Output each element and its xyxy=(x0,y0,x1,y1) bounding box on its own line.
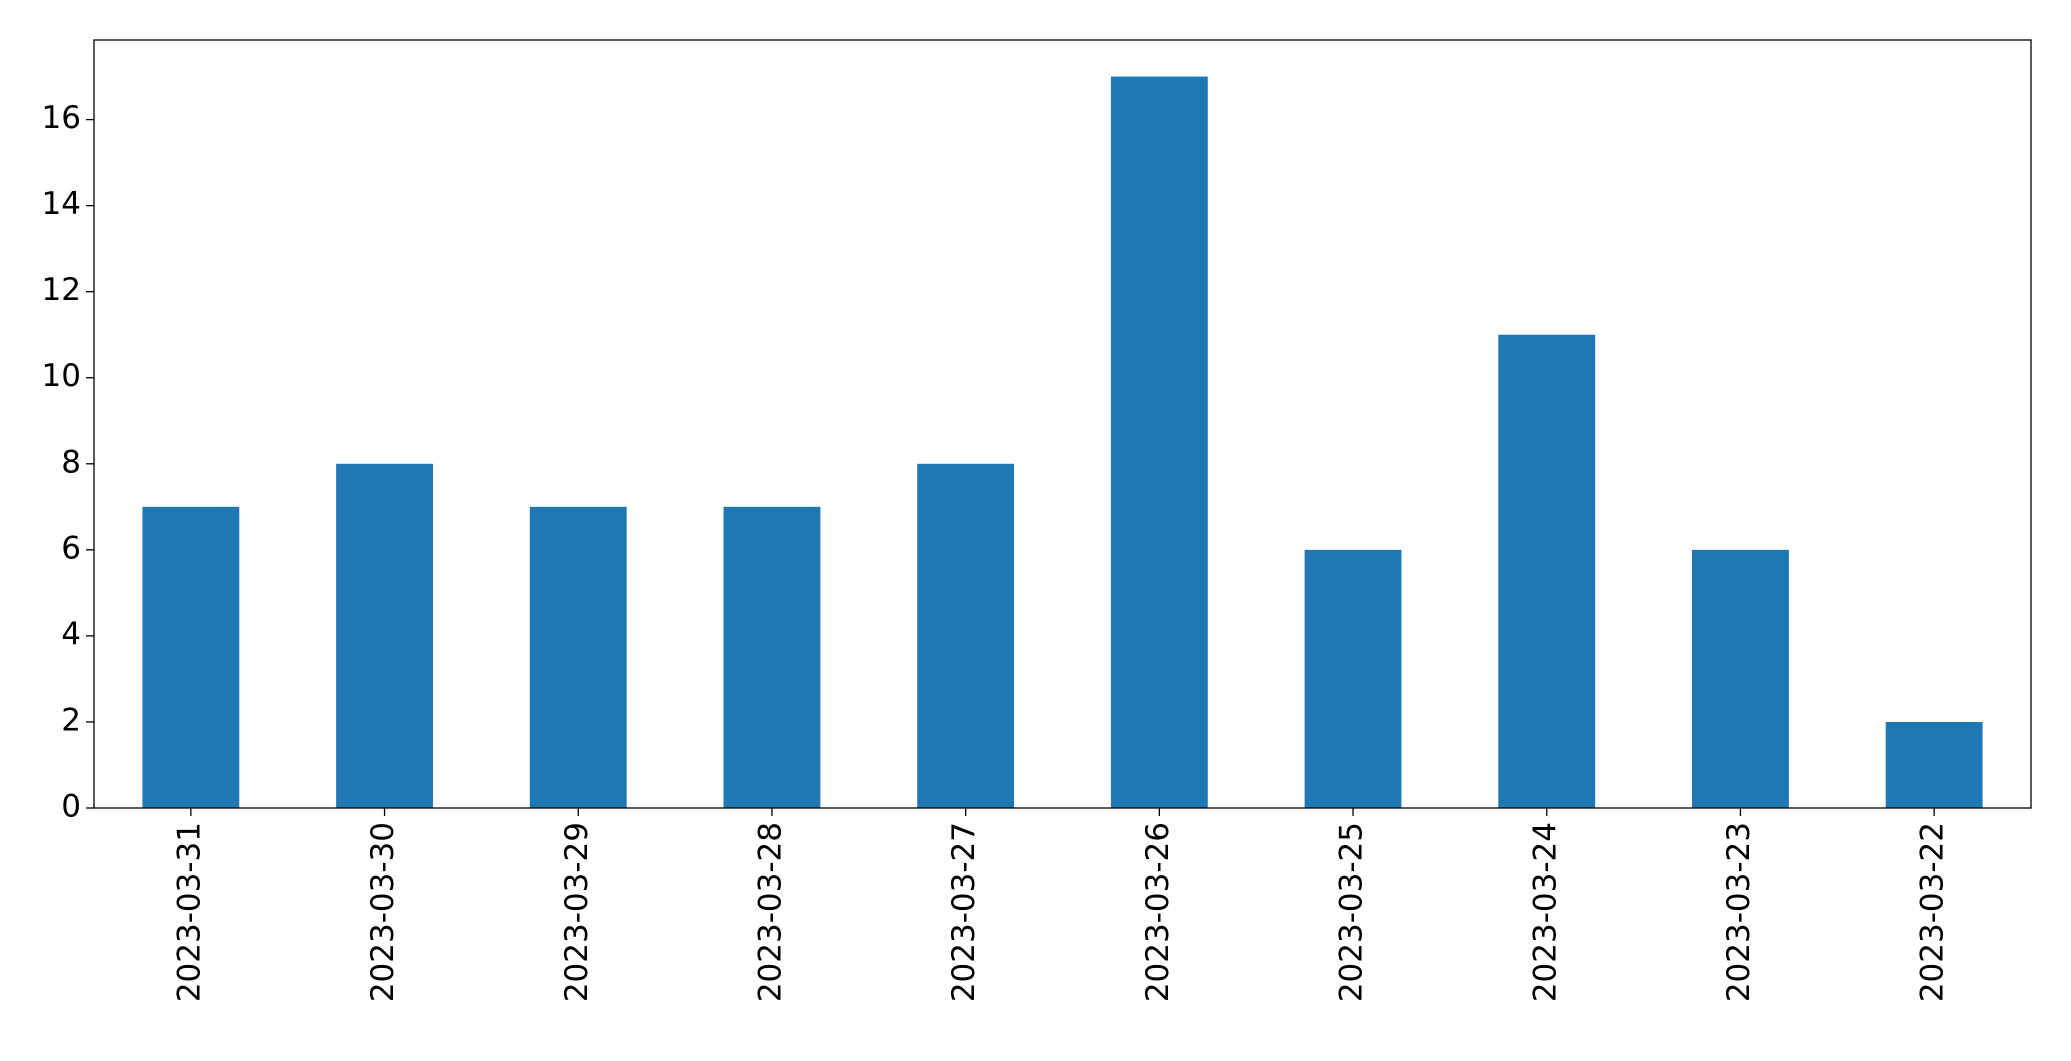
x-tick-label: 2023-03-30 xyxy=(365,822,401,1002)
bar xyxy=(917,463,1015,808)
bar xyxy=(336,463,433,808)
x-tick-label: 2023-03-31 xyxy=(171,822,207,1002)
y-tick-label: 4 xyxy=(61,616,81,652)
y-tick-label: 6 xyxy=(61,530,81,566)
x-tick-label: 2023-03-26 xyxy=(1140,822,1176,1002)
y-tick-label: 0 xyxy=(61,789,81,825)
bar xyxy=(1498,334,1596,808)
x-tick-label: 2023-03-24 xyxy=(1527,822,1563,1002)
bar xyxy=(1692,549,1789,808)
bar xyxy=(723,506,821,808)
y-tick-label: 14 xyxy=(42,186,81,222)
bar xyxy=(529,506,627,808)
bar xyxy=(142,506,240,808)
y-tick-label: 8 xyxy=(61,444,81,480)
y-tick-label: 12 xyxy=(42,272,81,308)
x-tick-label: 2023-03-28 xyxy=(752,822,788,1002)
y-tick-label: 16 xyxy=(42,100,81,136)
bar xyxy=(1304,549,1402,808)
bar xyxy=(1885,721,1983,808)
y-tick-label: 10 xyxy=(42,358,81,394)
x-tick-label: 2023-03-25 xyxy=(1334,822,1370,1002)
plot-frame xyxy=(93,39,2032,809)
y-tick-label: 2 xyxy=(61,702,81,738)
x-tick-label: 2023-03-27 xyxy=(946,822,982,1002)
x-tick-label: 2023-03-23 xyxy=(1721,822,1757,1002)
x-tick-label: 2023-03-29 xyxy=(559,822,595,1002)
bar xyxy=(1110,76,1208,809)
x-tick-label: 2023-03-22 xyxy=(1915,822,1951,1002)
